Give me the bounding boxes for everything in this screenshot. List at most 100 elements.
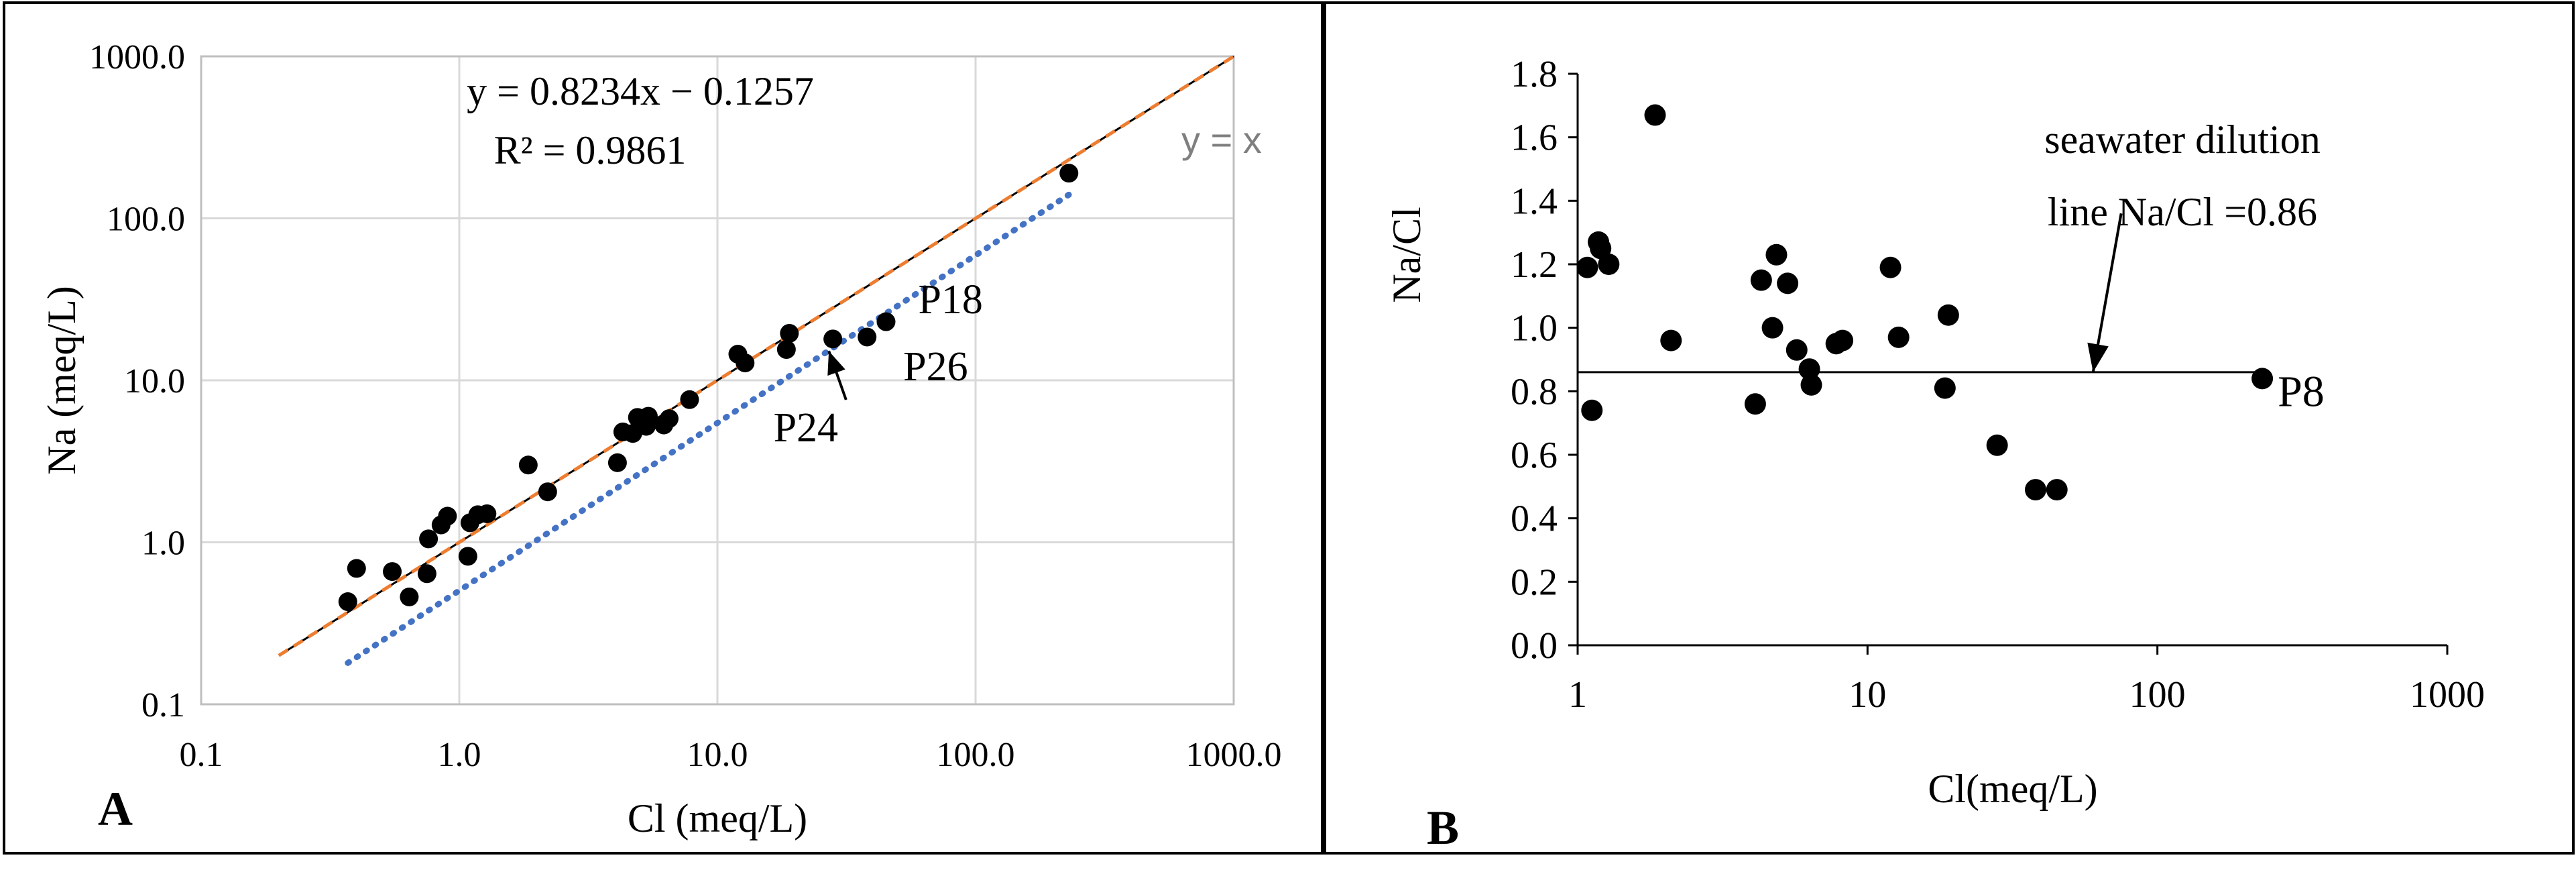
chart-a-equation: y = 0.8234x − 0.1257 — [467, 69, 814, 113]
chart-a-point — [347, 559, 366, 578]
chart-b-point — [1785, 339, 1808, 361]
chart-a-r-squared: R² = 0.9861 — [494, 128, 687, 172]
chart-b-annotations: P8 — [2087, 213, 2325, 416]
chart-b-point — [1598, 254, 1620, 275]
chart-a-x-tick: 0.1 — [180, 736, 223, 774]
chart-b-point — [1750, 269, 1772, 291]
chart-a-x-axis-label: Cl (meq/L) — [628, 796, 807, 840]
chart-a-point — [438, 506, 457, 526]
chart-a-point — [736, 353, 755, 373]
chart-a-annotation: P26 — [903, 344, 968, 390]
chart-b-ticks — [1568, 72, 2449, 655]
chart-b-point — [1937, 304, 1959, 326]
chart-a-trend-dashed-line — [278, 54, 1235, 657]
chart-b-x-tick: 1 — [1568, 674, 1587, 716]
chart-a-y-tick: 10.0 — [124, 362, 185, 400]
chart-b-point — [1887, 326, 1910, 348]
chart-a-yx-label: y = x — [1181, 119, 1262, 161]
chart-b-x-axis-label: Cl(meq/L) — [1928, 767, 2097, 811]
chart-b-y-tick-labels: 0.0 0.2 0.4 0.6 0.8 1.0 1.2 1.4 1.6 1.8 — [1511, 54, 1558, 667]
chart-a-y-tick: 100.0 — [107, 201, 185, 239]
chart-b-y-tick: 1.4 — [1511, 180, 1558, 222]
chart-b-points — [1576, 104, 2274, 501]
chart-a-x-tick: 1.0 — [438, 736, 481, 774]
chart-a-point — [858, 327, 877, 347]
chart-b-point — [1590, 237, 1612, 260]
chart-b-point — [1581, 399, 1603, 421]
chart-a-reference-dotted-line — [345, 191, 1072, 666]
chart-a-y-tick: 1.0 — [141, 525, 185, 563]
chart-a-point — [680, 390, 699, 409]
chart-b-x-tick: 1000 — [2410, 674, 2485, 716]
chart-b-x-tick-labels: 1 10 100 1000 — [1568, 674, 2485, 716]
chart-a-point — [780, 323, 799, 343]
chart-b-y-tick: 0.8 — [1511, 371, 1558, 413]
chart-a-point — [538, 482, 557, 502]
chart-b-line-label-1: seawater dilution — [2044, 117, 2321, 162]
panel-a-letter: A — [98, 782, 133, 836]
chart-a-point — [876, 312, 896, 331]
chart-a-plot-area — [200, 55, 1235, 706]
chart-a-point — [400, 587, 419, 606]
chart-b-line-label-2: line Na/Cl =0.86 — [2048, 190, 2317, 234]
chart-b-y-tick: 1.6 — [1511, 117, 1558, 159]
chart-b-y-tick: 0.2 — [1511, 561, 1558, 603]
chart-a-point — [419, 529, 438, 549]
chart-a-annotation-arrow-head — [827, 351, 845, 376]
chart-b: 1 10 100 1000 0.0 0.2 0.4 0.6 0.8 1.0 1.2 1.4 1.6 1.… — [1385, 54, 2485, 855]
chart-b-point — [1934, 377, 1956, 399]
chart-b-point — [1744, 393, 1766, 415]
chart-a-x-tick-labels: 0.1 1.0 10.0 100.0 1000.0 — [180, 736, 1282, 774]
chart-b-x-tick: 100 — [2129, 674, 2186, 716]
chart-a-reference-line — [345, 191, 1072, 666]
chart-a-x-tick: 10.0 — [687, 736, 748, 774]
chart-a-point — [458, 547, 477, 566]
chart-b-point — [1777, 272, 1799, 294]
chart-b-y-tick: 1.2 — [1511, 244, 1558, 286]
chart-a-y-tick-labels: 0.1 1.0 10.0 100.0 1000.0 — [89, 38, 185, 724]
chart-a-x-tick: 100.0 — [937, 736, 1015, 774]
chart-a-y-tick: 0.1 — [141, 686, 185, 724]
chart-a-point — [823, 329, 843, 349]
chart-a-point — [776, 340, 796, 360]
chart-b-y-tick: 1.8 — [1511, 54, 1558, 95]
chart-b-point — [1798, 358, 1820, 380]
chart-b-point — [1644, 104, 1666, 126]
chart-b-point — [1879, 256, 1901, 278]
chart-a-point — [518, 455, 538, 475]
chart-a-annotations: P18 P26 P24 — [774, 277, 983, 451]
chart-a-y-tick: 1000.0 — [89, 38, 185, 76]
chart-a-point — [607, 453, 627, 472]
chart-b-point — [1576, 256, 1598, 278]
chart-b-arrow-head — [2087, 342, 2109, 372]
chart-b-y-tick: 1.0 — [1511, 308, 1558, 349]
panel-b-letter: B — [1427, 801, 1459, 855]
chart-a-y-axis-label: Na (meq/L) — [40, 286, 84, 475]
chart-a-annotation: P18 — [918, 277, 982, 323]
chart-a: 0.1 1.0 10.0 100.0 1000.0 0.1 1.0 10.0 100.0 100… — [40, 38, 1282, 840]
chart-a-point — [338, 592, 357, 612]
chart-b-point — [1986, 434, 2008, 456]
chart-b-point — [1832, 329, 1854, 351]
chart-a-annotation: P24 — [774, 405, 838, 451]
chart-b-y-tick: 0.6 — [1511, 435, 1558, 476]
chart-b-point — [1660, 329, 1682, 351]
chart-b-point — [2024, 479, 2046, 501]
chart-b-y-tick: 0.4 — [1511, 498, 1558, 540]
chart-b-y-tick: 0.0 — [1511, 625, 1558, 667]
chart-b-point — [1765, 243, 1788, 266]
chart-a-point — [417, 564, 436, 584]
chart-b-y-axis-label: Na/Cl — [1385, 207, 1429, 303]
chart-b-point — [1761, 317, 1783, 339]
chart-a-point — [638, 406, 658, 426]
chart-a-point — [477, 504, 497, 523]
chart-a-x-tick: 1000.0 — [1186, 736, 1282, 774]
chart-a-trend-line — [278, 54, 1235, 657]
chart-a-point — [659, 409, 679, 429]
chart-b-point — [1800, 374, 1822, 396]
panel-b-frame — [1324, 1, 2575, 855]
panel-a-frame — [3, 1, 1324, 855]
chart-b-point — [2046, 479, 2068, 501]
chart-b-x-tick: 10 — [1849, 674, 1886, 716]
